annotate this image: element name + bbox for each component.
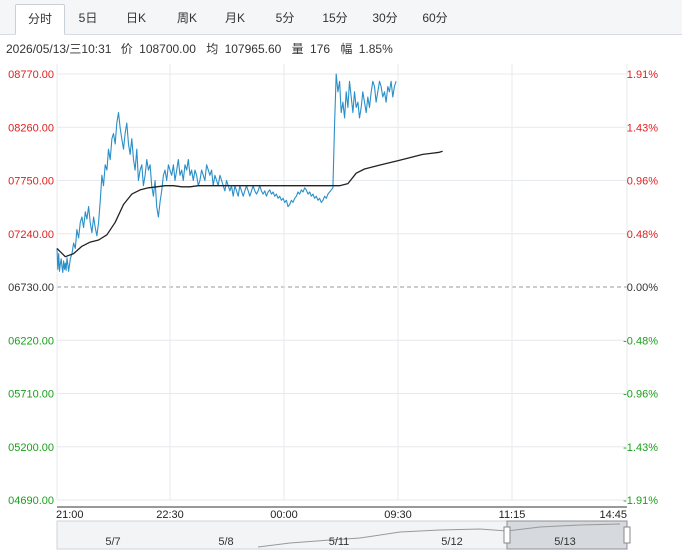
info-avg-label: 均 bbox=[206, 42, 219, 56]
tab-8[interactable]: 60分 bbox=[422, 11, 448, 25]
period-tab-bar: 分时 5日 日K 周K 月K 5分 15分 30分 60分 bbox=[0, 0, 682, 35]
navigator-handle-left[interactable] bbox=[503, 526, 511, 544]
navigator-trend bbox=[257, 523, 621, 548]
y-left-tick-label: 08770.00 bbox=[8, 69, 54, 81]
x-tick-label: 00:00 bbox=[270, 509, 298, 521]
y-right-tick-label: 1.43% bbox=[627, 122, 658, 134]
tab-1[interactable]: 5日 bbox=[78, 11, 98, 25]
tab-7[interactable]: 30分 bbox=[372, 11, 398, 25]
x-tick-label: 22:30 bbox=[156, 509, 184, 521]
tab-6[interactable]: 15分 bbox=[322, 11, 348, 25]
y-left-tick-label: 05710.00 bbox=[8, 389, 54, 401]
x-tick-label: 21:00 bbox=[56, 509, 84, 521]
navigator-date-label: 5/12 bbox=[441, 536, 462, 548]
axes: 08770.00 1.91% 08260.00 1.43% 07750.00 0.96% 0… bbox=[8, 69, 658, 521]
navigator-date-label: 5/7 bbox=[105, 536, 120, 548]
grid bbox=[56, 64, 628, 501]
y-right-tick-label: 0.00% bbox=[627, 282, 658, 294]
info-volume: 176 bbox=[310, 42, 331, 56]
tab-3[interactable]: 周K bbox=[176, 11, 197, 25]
tab-5[interactable]: 5分 bbox=[275, 11, 295, 25]
y-right-tick-label: 0.96% bbox=[627, 176, 658, 188]
avg-line bbox=[56, 150, 443, 258]
y-left-tick-label: 04690.00 bbox=[8, 495, 54, 507]
info-price-label: 价 bbox=[120, 42, 133, 56]
info-volume-label: 量 bbox=[291, 42, 304, 56]
quote-info-bar: 2026/05/13/三10:31 价 108700.00 均 107965.6… bbox=[6, 40, 393, 56]
y-left-tick-label: 07240.00 bbox=[8, 229, 54, 241]
y-right-tick-label: -1.91% bbox=[623, 495, 658, 507]
y-right-tick-label: -0.48% bbox=[623, 335, 658, 347]
navigator-handle-right[interactable] bbox=[623, 526, 631, 544]
tab-2[interactable]: 日K bbox=[125, 11, 146, 25]
y-right-tick-label: 1.91% bbox=[627, 69, 658, 81]
y-right-tick-label: 0.48% bbox=[627, 229, 658, 241]
navigator-date-label: 5/8 bbox=[218, 536, 233, 548]
navigator-date-label: 5/13 bbox=[554, 536, 575, 548]
x-tick-label: 09:30 bbox=[384, 509, 412, 521]
info-change-label: 幅 bbox=[340, 42, 353, 56]
price-line bbox=[56, 73, 397, 273]
info-price: 108700.00 bbox=[139, 42, 196, 56]
y-right-tick-label: -0.96% bbox=[623, 389, 658, 401]
x-tick-label: 14:45 bbox=[599, 509, 627, 521]
y-left-tick-label: 07750.00 bbox=[8, 176, 54, 188]
info-change: 1.85% bbox=[358, 42, 393, 56]
info-datetime: 2026/05/13/三10:31 bbox=[6, 42, 112, 56]
navigator-date-label: 5/11 bbox=[329, 536, 350, 548]
info-avg: 107965.60 bbox=[224, 42, 282, 56]
tab-4[interactable]: 月K bbox=[224, 11, 245, 25]
y-left-tick-label: 06730.00 bbox=[8, 282, 54, 294]
y-right-tick-label: -1.43% bbox=[623, 442, 658, 454]
y-left-tick-label: 06220.00 bbox=[8, 335, 54, 347]
y-left-tick-label: 05200.00 bbox=[8, 442, 54, 454]
time-navigator[interactable]: 5/7 5/8 5/11 5/12 5/13 bbox=[56, 520, 631, 550]
series-layer bbox=[56, 73, 443, 273]
y-left-tick-label: 08260.00 bbox=[8, 122, 54, 134]
x-tick-label: 11:15 bbox=[499, 509, 526, 521]
tab-0[interactable]: 分时 bbox=[15, 4, 65, 35]
